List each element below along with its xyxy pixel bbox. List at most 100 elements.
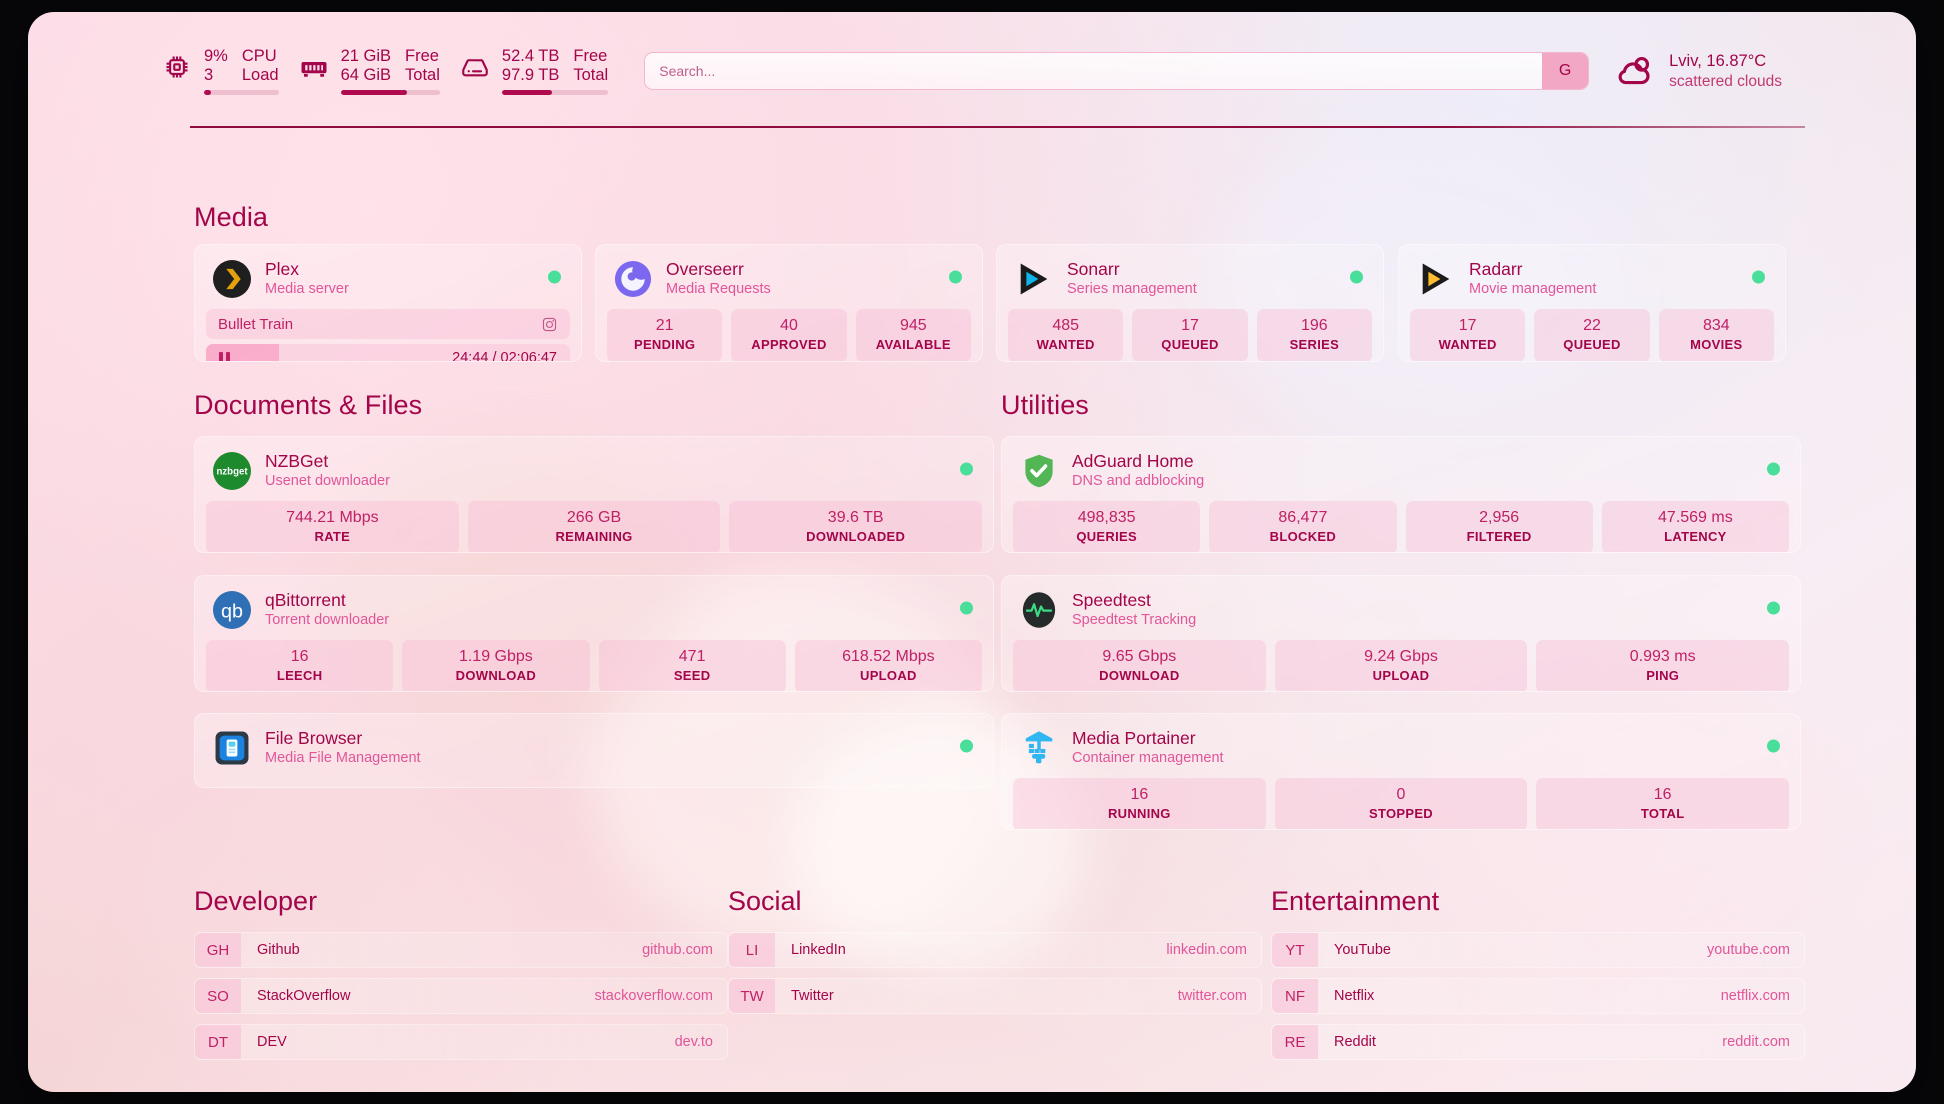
bookmark-item[interactable]: YT YouTube youtube.com [1271,932,1805,968]
cast-icon[interactable] [541,316,558,333]
service-card-file-browser[interactable]: File Browser Media File Management [194,713,994,788]
service-stat-upload[interactable]: 9.24 Gbps UPLOAD [1274,640,1528,691]
service-stat-download[interactable]: 9.65 Gbps DOWNLOAD [1013,640,1266,691]
service-stat-approved[interactable]: 40 APPROVED [731,309,847,361]
system-stat-progress-bar [501,90,609,95]
service-card-plex[interactable]: Plex Media server Bullet Train 24:44 / 02:0… [194,244,582,362]
bookmark-group-title-social: Social [728,886,802,916]
service-stat-strip: 16 RUNNING 0 STOPPED 16 TOTAL [1002,778,1800,829]
bookmark-item[interactable]: DT DEV dev.to [194,1024,728,1060]
service-stat-seed[interactable]: 471 SEED [598,640,786,691]
service-stat-value: 16 [290,648,309,665]
service-card-sonarr[interactable]: Sonarr Series management 485 WANTED 17 QUEUED… [996,244,1384,362]
service-card-speedtest[interactable]: Speedtest Speedtest Tracking 9.65 Gbps DOWN… [1001,575,1801,692]
bookmark-item[interactable]: RE Reddit reddit.com [1271,1024,1805,1060]
service-card-qbittorrent[interactable]: qb qBittorrent Torrent downloader 16 LEECH 1.… [194,575,994,692]
bookmark-item[interactable]: SO StackOverflow stackoverflow.com [194,978,728,1014]
section-title-media: Media [194,202,269,232]
system-stat-rows: 52.4 TB 97.9 TB Free Total [502,47,608,85]
service-card-media-portainer[interactable]: Media Portainer Container management 16 RUN… [1001,713,1801,830]
service-stat-label: QUERIES [1076,529,1137,544]
service-card-meta: Media Portainer Container management [1072,728,1224,768]
service-stat-label: DOWNLOAD [1099,668,1180,683]
service-stat-pending[interactable]: 21 PENDING [607,309,723,361]
service-stat-movies[interactable]: 834 MOVIES [1658,309,1774,361]
service-stat-available[interactable]: 945 AVAILABLE [855,309,971,361]
service-description: Torrent downloader [265,612,390,628]
sonarr-icon [1015,260,1053,298]
now-playing-progress-fill [206,344,279,361]
service-stat-upload[interactable]: 618.52 Mbps UPLOAD [794,640,982,691]
service-stat-stopped[interactable]: 0 STOPPED [1274,778,1528,829]
search-input[interactable] [645,53,1543,89]
service-stat-strip: 21 PENDING 40 APPROVED 945 AVAILABLE [596,309,982,361]
system-stat-values: 9% 3 [204,47,228,85]
service-stat-value: 17 [1181,317,1199,334]
system-stat-value: 9% [204,47,228,65]
service-stat-queries[interactable]: 498,835 QUERIES [1013,501,1201,552]
bookmark-item[interactable]: TW Twitter twitter.com [728,978,1262,1014]
service-stat-value: 485 [1052,317,1080,334]
service-stat-downloaded[interactable]: 39.6 TB DOWNLOADED [729,501,983,552]
service-stat-running[interactable]: 16 RUNNING [1013,778,1266,829]
service-stat-value: 40 [780,317,798,334]
service-stat-leech[interactable]: 16 LEECH [206,640,394,691]
speedtest-icon [1020,591,1058,629]
service-stat-remaining[interactable]: 266 GB REMAINING [467,501,721,552]
service-stat-label: WANTED [1036,337,1095,352]
service-stat-label: SEED [673,668,711,683]
section-title-utilities: Utilities [1001,390,1089,420]
service-stat-total[interactable]: 16 TOTAL [1536,778,1790,829]
system-stat-label: Total [405,66,440,84]
nzbget-icon: nzbget [213,452,251,490]
bookmark-url: github.com [642,942,713,958]
bookmark-url: dev.to [674,1034,713,1050]
service-stat-value: 2,956 [1479,509,1520,526]
service-stat-series[interactable]: 196 SERIES [1256,309,1372,361]
pause-bar [219,351,223,361]
service-stat-blocked[interactable]: 86,477 BLOCKED [1209,501,1397,552]
system-stat-label: Free [573,47,608,65]
disk-icon [460,52,490,82]
search-submit-button[interactable]: G [1542,53,1589,89]
service-stat-label: PING [1646,668,1680,683]
service-stat-strip: 744.21 Mbps RATE 266 GB REMAINING 39.6 TB DOW… [195,501,993,552]
weather-widget[interactable]: Lviv, 16.87°C scattered clouds [1613,50,1782,92]
service-card-meta: Speedtest Speedtest Tracking [1072,590,1196,630]
service-card-overseerr[interactable]: Overseerr Media Requests 21 PENDING 40 APPROV… [595,244,983,362]
now-playing-title-row[interactable]: Bullet Train [206,309,570,339]
service-stat-ping[interactable]: 0.993 ms PING [1536,640,1790,691]
service-stat-queued[interactable]: 17 QUEUED [1132,309,1248,361]
system-stat-body: 9% 3 CPU Load [204,47,279,95]
now-playing-progress-bar[interactable]: 24:44 / 02:06:47 [206,344,570,361]
service-stat-strip: 498,835 QUERIES 86,477 BLOCKED 2,956 FILTERED… [1002,501,1800,552]
system-stat-progress-bar [340,90,440,95]
system-stat-rows: 21 GiB 64 GiB Free Total [341,47,440,85]
service-stat-strip: 17 WANTED 22 QUEUED 834 MOVIES [1399,309,1785,361]
service-stat-value: 196 [1300,317,1328,334]
pause-icon[interactable] [219,351,230,361]
bookmark-item[interactable]: GH Github github.com [194,932,728,968]
bookmark-abbr: LI [729,933,775,967]
bookmark-item[interactable]: LI LinkedIn linkedin.com [728,932,1262,968]
service-stat-label: LATENCY [1664,529,1727,544]
bookmark-item[interactable]: NF Netflix netflix.com [1271,978,1805,1014]
service-stat-wanted[interactable]: 485 WANTED [1008,309,1124,361]
service-stat-queued[interactable]: 22 QUEUED [1534,309,1650,361]
bookmark-name: StackOverflow [257,988,351,1004]
system-stat-progress-fill [501,90,552,95]
status-indicator-dot [1767,739,1780,753]
system-stat-value: 21 GiB [340,47,392,65]
service-stat-filtered[interactable]: 2,956 FILTERED [1405,501,1593,552]
bookmark-name: YouTube [1334,942,1391,958]
service-card-nzbget[interactable]: nzbget NZBGet Usenet downloader 744.21 Mbps… [194,436,994,553]
pause-bar [226,351,230,361]
service-stat-wanted[interactable]: 17 WANTED [1410,309,1526,361]
service-stat-label: UPLOAD [1372,668,1430,683]
service-stat-download[interactable]: 1.19 Gbps DOWNLOAD [402,640,590,691]
service-stat-latency[interactable]: 47.569 ms LATENCY [1601,501,1789,552]
system-stat-disk: 52.4 TB 97.9 TB Free Total [460,47,609,95]
service-card-radarr[interactable]: Radarr Movie management 17 WANTED 22 QUEUED 83… [1398,244,1786,362]
service-card-adguard-home[interactable]: AdGuard Home DNS and adblocking 498,835 QUE… [1001,436,1801,553]
service-stat-rate[interactable]: 744.21 Mbps RATE [206,501,459,552]
